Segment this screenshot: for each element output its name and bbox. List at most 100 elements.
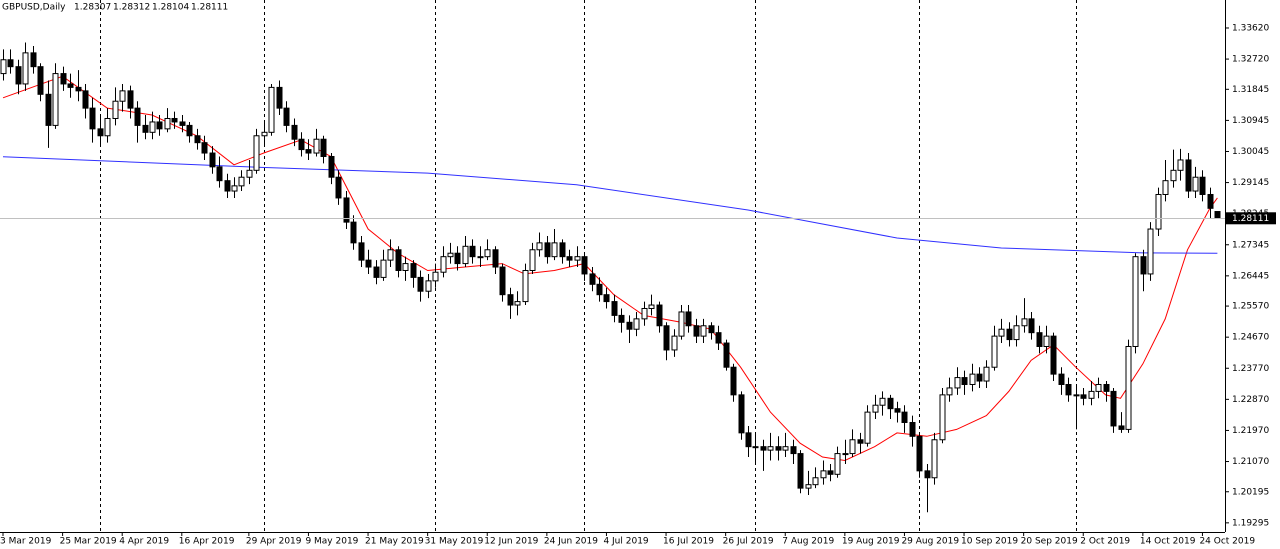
candle-body — [626, 321, 633, 330]
candle-body — [685, 311, 692, 327]
candle-body — [305, 149, 312, 154]
candle-body — [805, 484, 812, 489]
candle-body — [186, 124, 193, 137]
y-tick-label: 1.23770 — [1232, 364, 1269, 374]
candle-body — [224, 180, 231, 192]
candle-body — [909, 421, 916, 437]
candle-body — [164, 117, 171, 130]
x-tick-label: 2 Oct 2019 — [1080, 537, 1130, 547]
candle-body — [179, 121, 186, 126]
candle-body — [365, 259, 372, 268]
open-label: 1.28307 — [74, 3, 111, 13]
candle-body — [1147, 228, 1154, 275]
y-tick-label: 1.32720 — [1232, 55, 1269, 65]
candle-body — [350, 221, 357, 244]
candle-body — [812, 477, 819, 486]
x-tick-label: 20 Sep 2019 — [1021, 537, 1078, 547]
candle-body — [373, 266, 380, 278]
y-tick-label: 1.30045 — [1232, 147, 1269, 157]
candle-body — [1006, 328, 1013, 341]
candle-body — [991, 335, 998, 368]
candle-body — [887, 397, 894, 410]
candle-body — [1028, 318, 1035, 334]
candle-body — [1050, 335, 1057, 375]
candle-body — [209, 152, 216, 168]
candle-body — [797, 453, 804, 489]
candle-body — [1013, 325, 1020, 341]
candle-body — [462, 245, 469, 265]
header: GBPUSD,Daily 1.28307 1.28312 1.28104 1.2… — [2, 3, 228, 13]
candle-body — [760, 446, 767, 451]
x-tick-label: 7 Aug 2019 — [782, 537, 834, 547]
current-price-label: 1.28111 — [1232, 214, 1269, 224]
candle-body — [156, 121, 163, 130]
candle-body — [149, 121, 156, 133]
candle-body — [410, 263, 417, 278]
candle-body — [238, 176, 245, 187]
candle-body — [969, 373, 976, 385]
y-tick-label: 1.29145 — [1232, 178, 1269, 188]
y-tick-label: 1.31845 — [1232, 85, 1269, 95]
candle-body — [857, 439, 864, 444]
candle-body — [663, 325, 670, 351]
candle-body — [52, 73, 59, 126]
candle-body — [30, 52, 37, 68]
candle-body — [1155, 193, 1162, 230]
candle-body — [454, 252, 461, 265]
candle-body — [1192, 176, 1199, 192]
y-tick-label: 1.22870 — [1232, 395, 1269, 405]
candle-body — [1185, 159, 1192, 192]
candle-body — [447, 252, 454, 258]
candle-body — [656, 304, 663, 327]
x-tick-label: 12 Jun 2019 — [484, 537, 538, 547]
candle-body — [395, 249, 402, 271]
candle-body — [231, 185, 238, 192]
candle-body — [67, 83, 74, 88]
candle-body — [522, 269, 529, 303]
candle-body — [551, 242, 558, 258]
candle-body — [15, 66, 22, 85]
candle-body — [879, 397, 886, 406]
high-label: 1.28312 — [113, 3, 150, 13]
candle-body — [328, 155, 335, 178]
candle-body — [1058, 373, 1065, 385]
candle-body — [998, 328, 1005, 337]
x-tick-label: 24 Oct 2019 — [1199, 537, 1255, 547]
candle-body — [574, 256, 581, 261]
x-tick-label: 3 Mar 2019 — [0, 537, 52, 547]
candle-body — [7, 59, 14, 68]
candle-body — [603, 294, 610, 303]
candle-body — [596, 283, 603, 296]
candle-body — [916, 435, 923, 472]
candle-body — [1162, 180, 1169, 195]
candle-body — [618, 314, 625, 323]
candle-body — [715, 332, 722, 344]
candle-body — [276, 86, 283, 109]
y-tick-label: 1.26445 — [1232, 271, 1269, 281]
y-tick-label: 1.27345 — [1232, 240, 1269, 250]
candle-body — [738, 394, 745, 434]
candle-body — [484, 249, 491, 258]
low-label: 1.28104 — [152, 3, 189, 13]
candle-body — [499, 266, 506, 296]
candle-body — [1118, 425, 1125, 430]
candle-body — [820, 470, 827, 479]
x-tick-label: 14 Oct 2019 — [1140, 537, 1196, 547]
candle-body — [75, 86, 82, 92]
x-tick-label: 19 Aug 2019 — [842, 537, 900, 547]
candle-body — [1140, 256, 1147, 275]
candle-body — [119, 90, 126, 102]
candle-body — [566, 256, 573, 261]
candle-body — [976, 373, 983, 382]
candle-body — [939, 394, 946, 441]
y-tick-label: 1.20195 — [1232, 487, 1269, 497]
candle-body — [45, 93, 52, 126]
y-tick-label: 1.33620 — [1232, 23, 1269, 33]
candle-body — [931, 439, 938, 479]
candle-body — [708, 325, 715, 334]
x-tick-label: 9 May 2019 — [305, 537, 358, 547]
x-tick-label: 29 Apr 2019 — [246, 537, 302, 547]
candle-body — [1036, 332, 1043, 347]
candle-body — [142, 124, 149, 133]
